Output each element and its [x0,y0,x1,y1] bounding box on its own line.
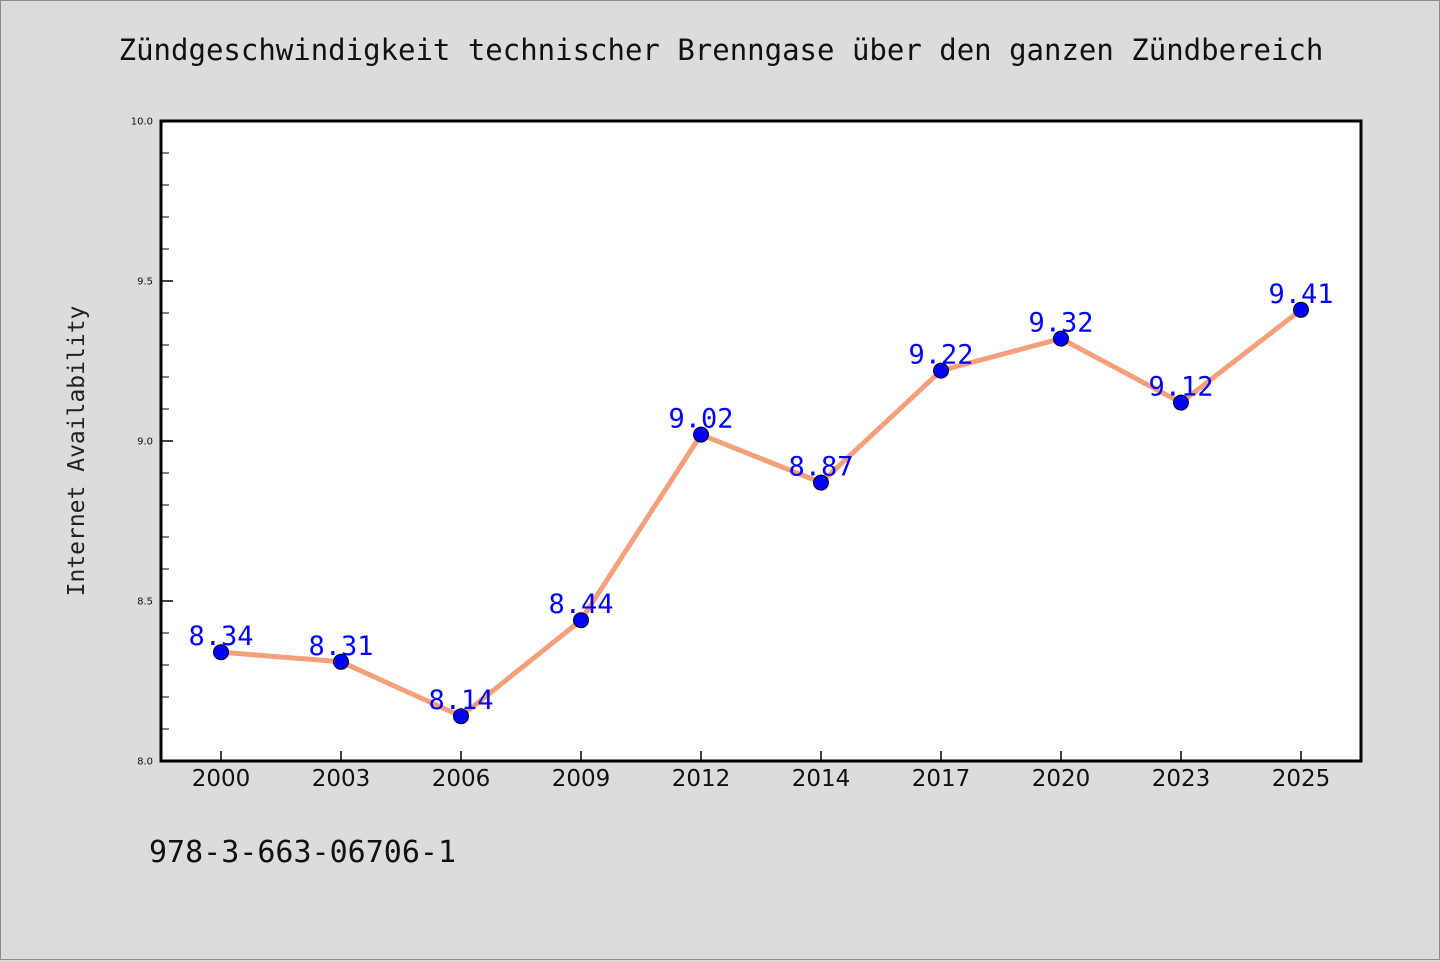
x-tick-label: 2003 [312,766,371,792]
plot-frame [159,119,1363,763]
series-line [218,307,1304,719]
data-label: 8.44 [548,589,613,620]
data-label: 9.02 [668,404,733,435]
data-point [213,644,229,661]
data-point [1173,394,1189,411]
data-point [693,426,709,443]
x-tick-label: 2006 [432,766,491,792]
data-label: 9.41 [1268,279,1333,310]
data-label: 8.31 [308,631,373,662]
data-point [573,612,589,629]
x-tick-label: 2012 [672,766,731,792]
data-point [813,474,829,491]
data-label: 8.34 [188,621,253,652]
y-tick-label: 8.0 [137,757,153,768]
y-tick-label: 10.0 [131,117,153,128]
x-tick-label: 2017 [912,766,971,792]
x-tick-label: 2000 [192,766,251,792]
data-label: 9.12 [1148,372,1213,403]
x-tick-label: 2009 [552,766,611,792]
plot-area [161,121,1361,761]
data-point [1053,330,1069,347]
x-tick-label: 2023 [1152,766,1211,792]
data-point [453,708,469,725]
y-tick-label: 8.5 [137,597,153,608]
data-point [333,653,349,670]
y-tick-label: 9.0 [137,437,153,448]
data-label: 9.22 [908,340,973,371]
data-label: 8.14 [428,685,493,716]
isbn-text: 978-3-663-06706-1 [149,835,457,870]
data-label: 8.87 [788,452,853,483]
x-tick-label: 2020 [1032,766,1091,792]
y-tick-label: 9.5 [137,277,153,288]
x-tick-label: 2025 [1272,766,1331,792]
data-label: 9.32 [1028,308,1093,339]
chart-title: Zündgeschwindigkeit technischer Brenngas… [118,33,1324,67]
data-point [1293,301,1309,318]
x-tick-label: 2014 [792,766,851,792]
data-point [933,362,949,379]
